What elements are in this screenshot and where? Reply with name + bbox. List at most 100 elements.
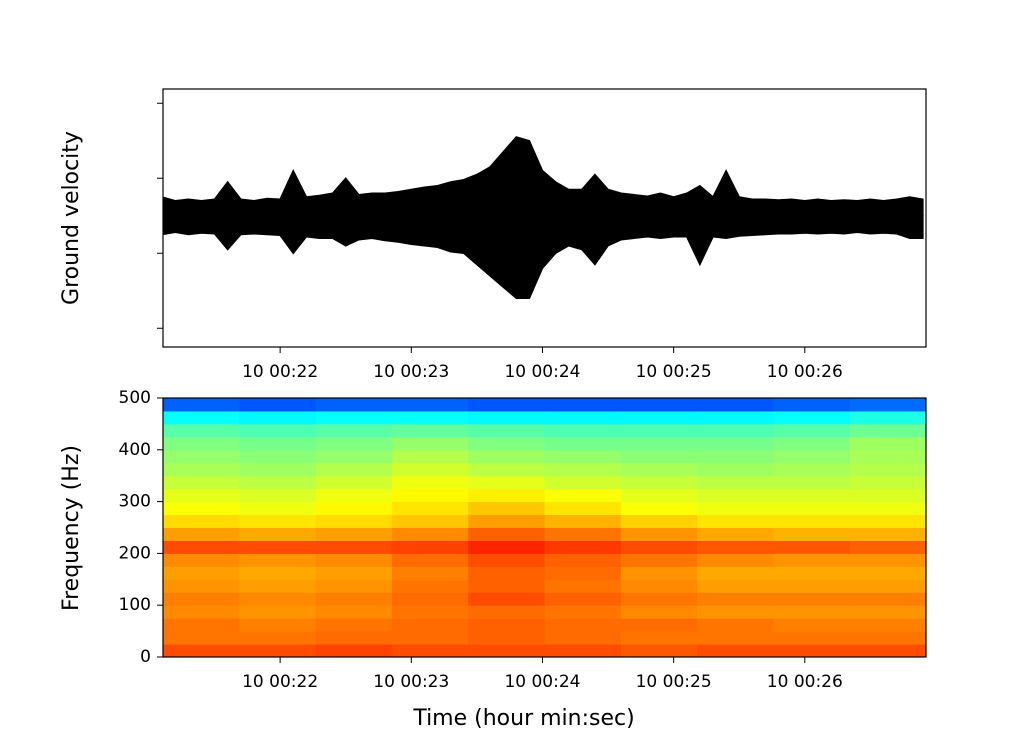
heatmap-cell bbox=[773, 423, 851, 438]
y-tick-label: 400 bbox=[119, 440, 151, 460]
heatmap-cell bbox=[620, 449, 698, 464]
heatmap-cell bbox=[620, 566, 698, 580]
heatmap-cell bbox=[315, 398, 393, 412]
heatmap-cell bbox=[849, 605, 926, 619]
heatmap-cell bbox=[391, 527, 469, 541]
heatmap-cell bbox=[391, 462, 469, 477]
heatmap-cell bbox=[620, 631, 698, 645]
heatmap-cell bbox=[773, 436, 851, 451]
y-tick-label: 200 bbox=[119, 543, 151, 563]
heatmap-cell bbox=[544, 514, 622, 528]
heatmap-cell bbox=[239, 579, 317, 593]
heatmap-cell bbox=[239, 605, 317, 619]
heatmap-cell bbox=[773, 527, 851, 541]
heatmap-cell bbox=[697, 514, 774, 528]
heatmap-cell bbox=[849, 514, 926, 528]
heatmap-cell bbox=[315, 423, 393, 438]
heatmap-cell bbox=[239, 527, 317, 541]
heatmap-cell bbox=[697, 462, 774, 477]
heatmap-cell bbox=[697, 644, 774, 657]
heatmap-cell bbox=[697, 618, 774, 632]
heatmap-cell bbox=[163, 553, 240, 567]
heatmap-cell bbox=[773, 488, 851, 503]
heatmap-cell bbox=[315, 410, 393, 425]
heatmap-cell bbox=[163, 410, 240, 425]
heatmap-cell bbox=[620, 527, 698, 541]
heatmap-cell bbox=[315, 436, 393, 451]
heatmap-cell bbox=[620, 553, 698, 567]
heatmap-cell bbox=[773, 631, 851, 645]
heatmap-cell bbox=[468, 462, 546, 477]
heatmap-cell bbox=[163, 540, 240, 554]
heatmap-cell bbox=[163, 475, 240, 490]
heatmap-cell bbox=[544, 449, 622, 464]
heatmap-cell bbox=[239, 540, 317, 554]
heatmap-cell bbox=[163, 579, 240, 593]
heatmap-cell bbox=[773, 462, 851, 477]
heatmap-cell bbox=[468, 644, 546, 657]
heatmap-cell bbox=[849, 462, 926, 477]
heatmap-cell bbox=[239, 410, 317, 425]
heatmap-cell bbox=[697, 423, 774, 438]
heatmap-cell bbox=[391, 540, 469, 554]
heatmap-cell bbox=[849, 631, 926, 645]
waveform-upper bbox=[163, 136, 924, 217]
heatmap-cell bbox=[163, 592, 240, 606]
heatmap-cell bbox=[849, 527, 926, 541]
heatmap-cell bbox=[239, 449, 317, 464]
heatmap-cell bbox=[544, 579, 622, 593]
heatmap-cell bbox=[773, 553, 851, 567]
heatmap-cell bbox=[163, 527, 240, 541]
heatmap-cell bbox=[468, 423, 546, 438]
heatmap-cell bbox=[163, 488, 240, 503]
heatmap-cell bbox=[620, 514, 698, 528]
heatmap-cell bbox=[391, 475, 469, 490]
heatmap-cell bbox=[620, 410, 698, 425]
heatmap-cell bbox=[849, 618, 926, 632]
heatmap-cell bbox=[849, 488, 926, 503]
heatmap-cell bbox=[391, 618, 469, 632]
heatmap-cell bbox=[773, 449, 851, 464]
heatmap-cell bbox=[620, 501, 698, 516]
heatmap-cell bbox=[391, 501, 469, 516]
heatmap-cell bbox=[239, 514, 317, 528]
heatmap-cell bbox=[849, 566, 926, 580]
heatmap-cell bbox=[315, 501, 393, 516]
heatmap-cell bbox=[239, 436, 317, 451]
heatmap-cell bbox=[163, 566, 240, 580]
heatmap-cell bbox=[849, 475, 926, 490]
heatmap-cell bbox=[620, 475, 698, 490]
heatmap-cell bbox=[163, 514, 240, 528]
heatmap-cell bbox=[315, 553, 393, 567]
heatmap-cell bbox=[468, 449, 546, 464]
x-tick-label: 10 00:24 bbox=[504, 672, 580, 692]
heatmap-cell bbox=[468, 553, 546, 567]
heatmap-cell bbox=[163, 501, 240, 516]
heatmap-cell bbox=[468, 527, 546, 541]
x-tick-label: 10 00:24 bbox=[504, 362, 580, 382]
heatmap-cell bbox=[163, 631, 240, 645]
heatmap-cell bbox=[773, 410, 851, 425]
heatmap-cell bbox=[315, 605, 393, 619]
x-tick-label: 10 00:25 bbox=[636, 362, 712, 382]
heatmap-cell bbox=[315, 631, 393, 645]
heatmap-cell bbox=[391, 644, 469, 657]
heatmap-cell bbox=[468, 488, 546, 503]
heatmap-cell bbox=[315, 449, 393, 464]
heatmap-cell bbox=[315, 644, 393, 657]
heatmap-cell bbox=[391, 553, 469, 567]
heatmap-cell bbox=[697, 449, 774, 464]
heatmap-cell bbox=[544, 501, 622, 516]
heatmap-cell bbox=[315, 475, 393, 490]
heatmap-cell bbox=[391, 631, 469, 645]
heatmap-cell bbox=[239, 398, 317, 412]
heatmap-cell bbox=[163, 436, 240, 451]
heatmap-cell bbox=[239, 501, 317, 516]
heatmap-cell bbox=[163, 605, 240, 619]
heatmap-cell bbox=[315, 566, 393, 580]
heatmap-cell bbox=[697, 501, 774, 516]
heatmap-cell bbox=[697, 540, 774, 554]
heatmap-cell bbox=[544, 553, 622, 567]
heatmap-cell bbox=[391, 514, 469, 528]
heatmap-cell bbox=[849, 436, 926, 451]
